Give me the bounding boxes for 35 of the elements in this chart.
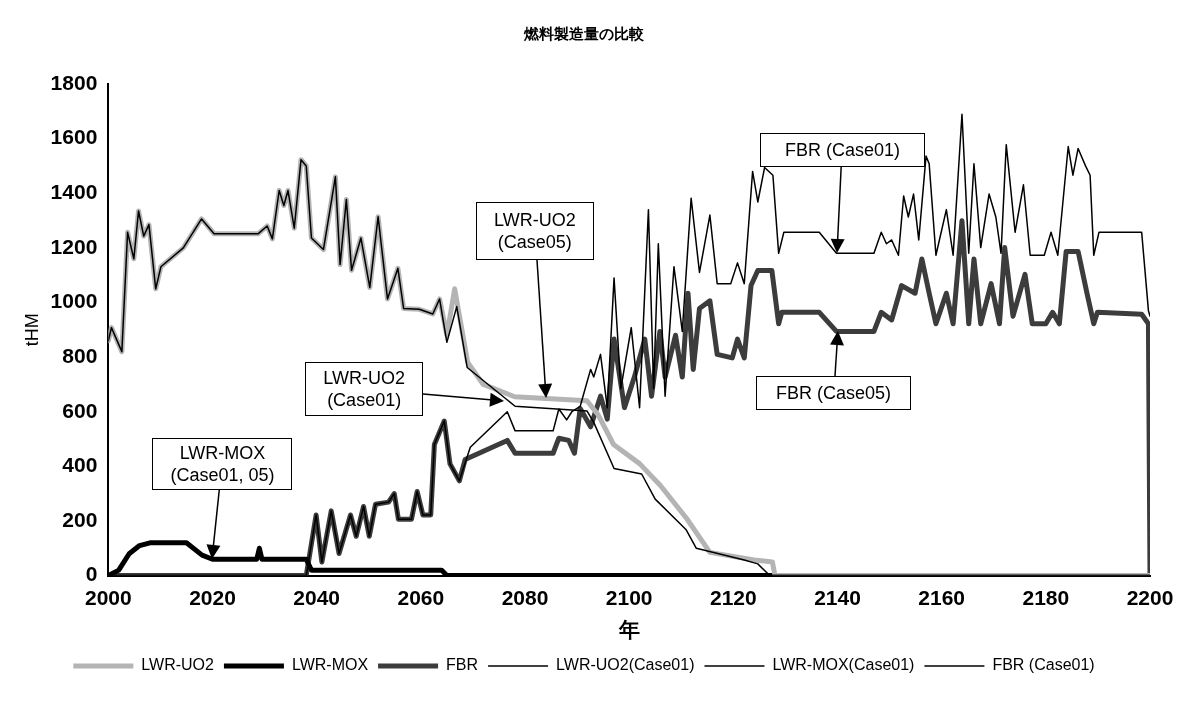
y-tick-label: 600: [62, 398, 98, 422]
legend-label: LWR-UO2(Case01): [556, 656, 695, 674]
legend-label: FBR (Case01): [992, 656, 1095, 674]
y-axis-title: tHM: [21, 313, 42, 347]
legend-label: LWR-MOX(Case01): [772, 656, 915, 674]
x-tick-label: 2160: [918, 586, 966, 609]
annotation: LWR-UO2 (Case05): [475, 202, 594, 261]
x-tick-label: 2000: [84, 586, 132, 609]
annotation: LWR-UO2 (Case01): [305, 361, 424, 416]
legend-label: LWR-UO2: [141, 656, 215, 674]
y-tick-label: 400: [62, 453, 98, 477]
legend-label: LWR-MOX: [291, 656, 369, 674]
x-tick-label: 2100: [605, 586, 653, 609]
x-tick-label: 2120: [709, 586, 757, 609]
annotation: FBR (Case01): [759, 133, 925, 168]
y-tick-label: 1000: [50, 289, 98, 313]
y-tick-label: 1400: [50, 180, 98, 204]
y-tick-label: 200: [62, 507, 98, 531]
y-tick-label: 800: [62, 343, 98, 367]
y-tick-label: 1800: [50, 70, 98, 94]
legend-label: FBR: [446, 656, 479, 674]
x-tick-label: 2180: [1022, 586, 1070, 609]
y-tick-label: 1200: [50, 234, 98, 258]
y-tick-label: 0: [85, 562, 98, 586]
x-tick-label: 2060: [397, 586, 445, 609]
y-tick-label: 1600: [50, 125, 98, 149]
annotation: FBR (Case05): [755, 376, 911, 411]
x-tick-label: 2080: [501, 586, 549, 609]
annotation: LWR-MOX (Case01, 05): [152, 438, 293, 491]
x-tick-label: 2140: [814, 586, 861, 609]
x-tick-label: 2200: [1126, 586, 1174, 609]
x-tick-label: 2040: [293, 586, 341, 609]
x-axis-title: 年: [617, 618, 640, 642]
chart-title: 燃料製造量の比較: [523, 25, 645, 43]
x-tick-label: 2020: [189, 586, 236, 609]
